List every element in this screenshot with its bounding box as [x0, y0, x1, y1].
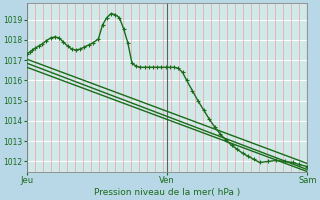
X-axis label: Pression niveau de la mer( hPa ): Pression niveau de la mer( hPa )	[94, 188, 240, 197]
